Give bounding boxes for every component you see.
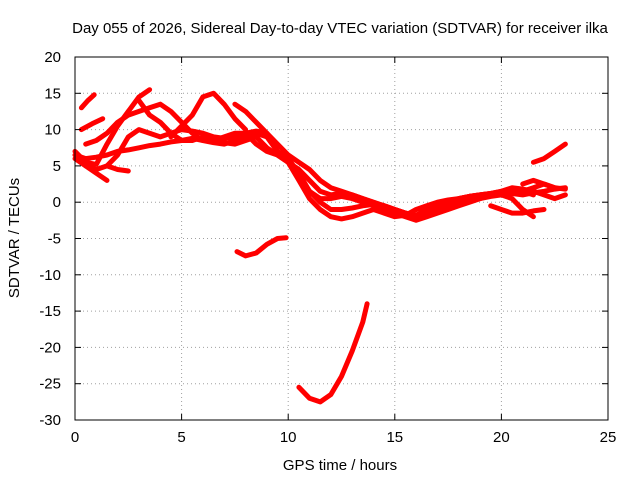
gridlines (75, 57, 608, 420)
x-axis-label: GPS time / hours (283, 457, 397, 474)
y-tick-label: -10 (39, 267, 61, 284)
series-line-track-10 (168, 90, 249, 140)
y-tick-label: -25 (39, 376, 61, 393)
plot-frame (74, 56, 609, 421)
chart-title: Day 055 of 2026, Sidereal Day-to-day VTE… (72, 20, 608, 37)
x-tick-label: 25 (600, 429, 617, 446)
data-series (72, 87, 568, 405)
series-line-track-12 (234, 235, 289, 259)
series-line-track-4 (72, 130, 568, 218)
y-tick-label: 10 (44, 122, 61, 139)
y-tick-label: -30 (39, 412, 61, 429)
series-line-track-5 (83, 127, 536, 223)
y-tick-label: 0 (53, 194, 61, 211)
y-axis-label: SDTVAR / TECUs (6, 178, 23, 298)
y-tick-label: 5 (53, 158, 61, 175)
series-line-track-3 (78, 116, 106, 133)
x-tick-label: 15 (386, 429, 403, 446)
x-tick-label: 0 (71, 429, 79, 446)
axis-ticks: 0 5 10 15 20 25 -30 -25 -20 -15 -10 -5 0 5 10 15 20 (39, 49, 616, 446)
series-line-track-11 (232, 101, 536, 220)
x-tick-label: 5 (177, 429, 185, 446)
y-tick-label: -5 (48, 231, 61, 248)
y-tick-label: 15 (44, 85, 61, 102)
x-tick-label: 20 (493, 429, 510, 446)
series-line-track-16 (520, 177, 558, 191)
series-line-track-7 (72, 156, 110, 183)
y-tick-label: -20 (39, 339, 61, 356)
x-tick-label: 10 (280, 429, 297, 446)
series-line-track-13 (296, 301, 370, 405)
series-line-track-15 (530, 141, 568, 165)
series-line-track-14 (488, 203, 547, 216)
series-line-track-2 (78, 92, 97, 111)
y-tick-label: 20 (44, 49, 61, 66)
series-line-track-8 (104, 163, 131, 174)
y-tick-label: -15 (39, 303, 61, 320)
